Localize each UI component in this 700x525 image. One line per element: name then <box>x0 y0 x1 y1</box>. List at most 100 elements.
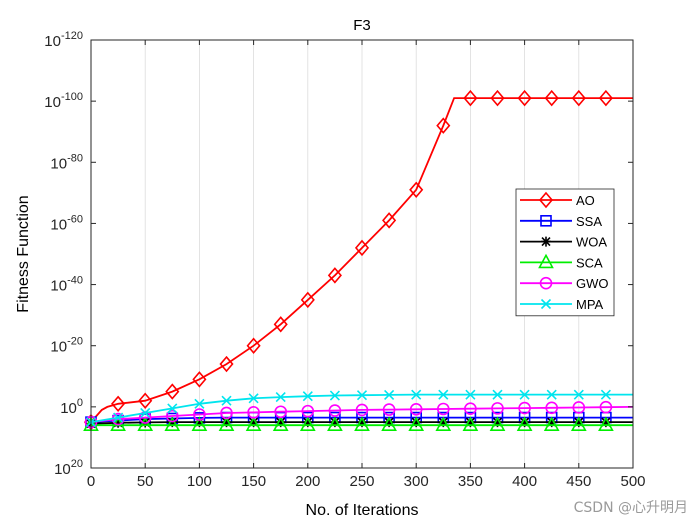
data-point-sca <box>381 416 397 432</box>
legend-marker-icon <box>539 276 553 290</box>
data-point-ao <box>598 89 613 107</box>
data-point-mpa <box>221 395 232 406</box>
data-point-woa <box>221 417 232 428</box>
data-point-gwo <box>247 406 260 419</box>
data-point-sca <box>598 416 614 432</box>
x-tick-label: 350 <box>458 473 483 490</box>
legend-marker-icon <box>541 236 551 247</box>
data-point-gwo <box>382 403 396 416</box>
data-point-ao <box>219 355 234 373</box>
x-tick-label: 100 <box>187 473 212 490</box>
data-point-sca <box>164 416 181 432</box>
data-point-woa <box>546 417 557 428</box>
data-point-gwo <box>193 408 206 421</box>
data-point-mpa <box>248 393 259 404</box>
data-point-gwo <box>464 402 477 415</box>
series-gwo <box>84 400 634 429</box>
data-point-ao <box>300 291 315 309</box>
x-tick-label: 300 <box>404 473 429 490</box>
data-point-woa <box>302 417 313 428</box>
y-tick-label: 10-100 <box>44 91 83 111</box>
data-point-mpa <box>600 389 611 400</box>
data-point-ao <box>111 395 126 413</box>
chart-title: F3 <box>353 17 371 34</box>
data-point-sca <box>462 416 479 432</box>
data-point-ao <box>490 89 505 107</box>
data-point-mpa <box>519 389 530 400</box>
y-tick-label: 10-120 <box>44 30 83 50</box>
series-layer <box>83 89 634 432</box>
data-point-sca <box>191 416 208 432</box>
ticks: 0 50 100 150 200 250 300 350 400 450 500 1020 100 10-… <box>44 30 645 490</box>
data-point-woa <box>492 417 503 428</box>
data-point-woa <box>465 417 476 428</box>
data-point-woa <box>194 417 205 428</box>
data-point-sca <box>408 416 425 432</box>
x-tick-label: 400 <box>512 473 537 490</box>
y-tick-label: 100 <box>60 397 83 417</box>
legend-label: SSA <box>576 214 602 229</box>
legend-item-sca: SCA <box>520 253 603 270</box>
legend-marker-icon <box>538 253 554 269</box>
legend-label: WOA <box>576 235 607 250</box>
x-tick-label: 250 <box>349 473 374 490</box>
data-point-gwo <box>572 401 586 414</box>
data-point-sca <box>245 416 262 432</box>
x-axis-label: No. of Iterations <box>306 502 419 519</box>
data-point-sca <box>218 416 235 432</box>
data-point-woa <box>384 417 395 428</box>
legend-label: AO <box>576 193 595 208</box>
data-point-woa <box>573 417 584 428</box>
y-tick-label: 1020 <box>54 458 83 478</box>
watermark: CSDN @心升明月 <box>573 500 688 516</box>
x-tick-label: 500 <box>620 473 645 490</box>
data-point-gwo <box>599 400 613 414</box>
series-line-gwo <box>90 406 634 423</box>
legend-marker-icon <box>538 191 554 209</box>
x-tick-label: 0 <box>87 473 95 490</box>
series-ao <box>83 89 633 431</box>
legend: AO SSA WOA SCA GWO MPA <box>515 188 615 317</box>
data-point-ao <box>436 117 451 134</box>
legend-label: GWO <box>576 276 609 291</box>
data-point-ao <box>544 89 559 107</box>
data-point-ao <box>192 371 207 388</box>
data-point-mpa <box>573 389 584 400</box>
data-point-mpa <box>167 403 178 414</box>
data-point-mpa <box>302 391 313 402</box>
y-axis-label: Fitness Function <box>15 195 32 312</box>
data-point-gwo <box>436 402 450 416</box>
data-point-sca <box>137 416 154 432</box>
data-point-mpa <box>438 389 449 400</box>
data-point-gwo <box>409 403 423 416</box>
data-point-mpa <box>465 389 476 400</box>
data-point-ao <box>354 239 370 257</box>
data-point-ao <box>138 392 153 409</box>
data-point-sca <box>327 416 343 432</box>
data-point-mpa <box>275 392 286 403</box>
legend-label: SCA <box>576 255 603 270</box>
data-point-woa <box>411 417 422 428</box>
data-point-gwo <box>545 401 559 415</box>
data-point-sca <box>516 416 533 432</box>
data-point-mpa <box>492 389 503 400</box>
data-point-woa <box>329 417 340 428</box>
x-tick-label: 450 <box>566 473 591 490</box>
y-tick-label: 10-40 <box>50 275 83 295</box>
data-point-sca <box>489 416 506 432</box>
legend-label: MPA <box>576 297 604 312</box>
data-point-sca <box>543 416 560 432</box>
data-point-mpa <box>194 398 205 409</box>
data-point-woa <box>519 417 530 428</box>
data-point-ao <box>463 89 478 107</box>
legend-item-woa: WOA <box>520 235 607 250</box>
data-point-ao <box>246 337 261 354</box>
data-point-woa <box>357 417 367 428</box>
data-point-woa <box>113 417 124 428</box>
data-point-ao <box>571 89 586 107</box>
legend-item-gwo: GWO <box>520 276 609 291</box>
data-point-mpa <box>113 412 124 423</box>
legend-item-mpa: MPA <box>520 297 604 312</box>
data-point-ao <box>327 267 342 284</box>
